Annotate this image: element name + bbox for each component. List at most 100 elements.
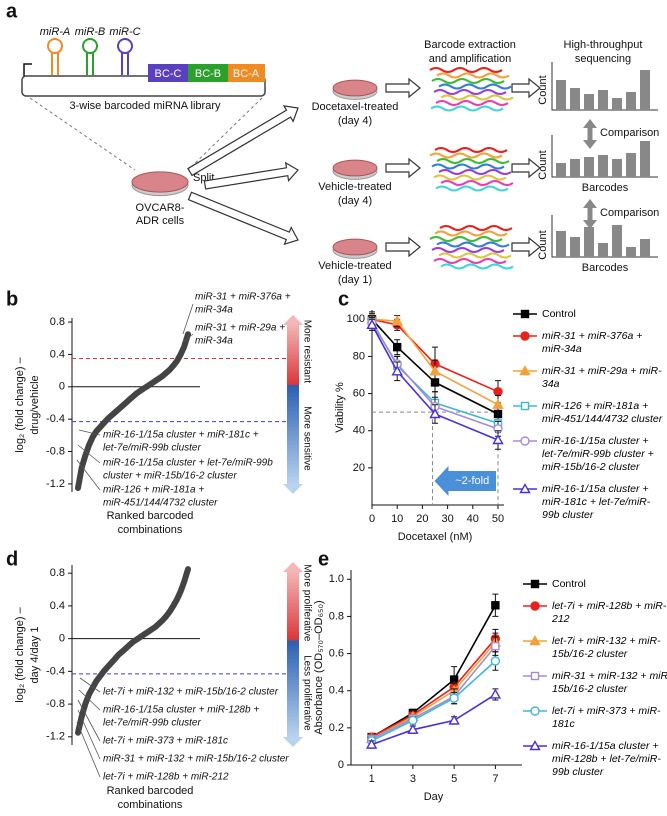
mini-bar bbox=[612, 159, 622, 177]
mini-bar bbox=[598, 90, 608, 110]
legend-swatch bbox=[523, 671, 547, 681]
annotation: cluster + miR-15b/16-2 cluster bbox=[103, 471, 237, 482]
legend-swatch bbox=[523, 579, 547, 589]
legend-swatch bbox=[513, 309, 537, 319]
barcode-read bbox=[436, 241, 510, 248]
barcode-read bbox=[435, 100, 509, 106]
y-tick-label: 80 bbox=[353, 350, 365, 362]
series-line bbox=[371, 660, 496, 742]
barcodes-label: Barcodes bbox=[582, 262, 629, 274]
barcode-read bbox=[438, 169, 512, 175]
marker bbox=[407, 723, 419, 734]
x-axis-label: Docetaxel (nM) bbox=[398, 531, 473, 543]
mini-bar bbox=[640, 141, 650, 177]
series-line bbox=[371, 604, 497, 738]
mini-bar bbox=[626, 247, 636, 257]
legend-entry: miR-16-1/15a cluster + miR-181c + let-7e… bbox=[512, 483, 664, 522]
marker bbox=[365, 738, 378, 749]
mini-axis bbox=[551, 215, 658, 258]
series-line bbox=[371, 322, 499, 430]
marker bbox=[520, 436, 530, 446]
panel-label: c bbox=[338, 288, 349, 310]
y-tick-label: 0 bbox=[338, 759, 344, 771]
barcode-box bbox=[188, 64, 228, 82]
y-tick-label: -0.4 bbox=[46, 665, 65, 677]
annotation: let-7i + miR-373 + miR-181c bbox=[103, 736, 228, 747]
marker bbox=[393, 342, 402, 352]
x-tick-label: 10 bbox=[391, 513, 403, 525]
y-axis-label: log₂ (fold change) – bbox=[14, 356, 26, 452]
annotation: miR-34a bbox=[195, 305, 233, 316]
legend-entry: let-7i + miR-373 + miR-181c bbox=[522, 705, 667, 731]
panel-label: a bbox=[6, 0, 18, 22]
y-tick-label: 0.8 bbox=[50, 316, 65, 328]
ranked-curve bbox=[75, 566, 191, 736]
library-label: 3-wise barcoded miRNA library bbox=[70, 100, 221, 112]
barcode-read bbox=[440, 180, 514, 186]
condition-label: Vehicle-treated bbox=[318, 260, 391, 272]
series-line bbox=[371, 693, 496, 746]
scale-bar bbox=[287, 324, 299, 484]
annotation: miR-31 + miR-376a + bbox=[195, 292, 291, 303]
x-tick-label: 3 bbox=[410, 773, 416, 785]
scale-bar-label: More proliferative bbox=[301, 564, 312, 642]
legend-swatch bbox=[513, 331, 537, 341]
y-tick-label: -0.8 bbox=[46, 698, 65, 710]
y-tick-label: -1.2 bbox=[46, 731, 65, 743]
legend-label: miR-31 + miR-376a + miR-34a bbox=[542, 330, 643, 355]
barcode-label: BC-C bbox=[155, 68, 182, 80]
marker bbox=[366, 318, 378, 330]
y-axis-label: Absorbance (OD₅₇₀–OD₆₅₀) bbox=[313, 600, 325, 734]
mini-bar bbox=[570, 159, 580, 177]
y-tick-label: 0.6 bbox=[329, 647, 344, 659]
barcode-read bbox=[431, 163, 505, 170]
legend-entry: miR-31 + miR-132 + miR-15b/16-2 cluster bbox=[522, 670, 667, 696]
barcode-read bbox=[429, 67, 503, 73]
series-line bbox=[371, 641, 497, 740]
ranked-curve bbox=[75, 331, 191, 491]
leader-line bbox=[182, 303, 194, 335]
mini-bar bbox=[640, 239, 650, 257]
x-axis-label: combinations bbox=[118, 524, 183, 536]
barcode-box bbox=[148, 64, 188, 82]
legend-label: Control bbox=[552, 578, 586, 590]
barcode-read bbox=[435, 185, 509, 192]
plasmid bbox=[21, 75, 266, 97]
scale-bar bbox=[287, 571, 299, 737]
legend-label: miR-16-1/15a cluster + miR-181c + let-7e… bbox=[542, 483, 651, 521]
flow-arrow bbox=[511, 157, 541, 179]
marker bbox=[530, 601, 540, 611]
mini-bar bbox=[584, 94, 594, 110]
mini-bar bbox=[556, 231, 566, 257]
x-axis-label: Ranked barcoded bbox=[107, 510, 194, 522]
flow-arrow bbox=[511, 77, 541, 99]
mirna-label: miR-B bbox=[75, 26, 106, 38]
annotation: miR-16-1/15a cluster + let-7e/miR-99b bbox=[103, 458, 273, 469]
series-line bbox=[371, 318, 499, 406]
y-tick-label: 0.4 bbox=[50, 348, 65, 360]
y-tick-label: -0.4 bbox=[46, 413, 65, 425]
marker bbox=[530, 671, 540, 681]
legend-label: miR-31 + miR-29a + miR-34a bbox=[542, 365, 662, 390]
marker bbox=[529, 740, 541, 751]
mini-bar bbox=[598, 155, 608, 177]
mirna-label: miR-C bbox=[109, 26, 140, 38]
flow-arrow bbox=[385, 157, 421, 179]
mini-axis bbox=[551, 62, 658, 111]
flow-arrow bbox=[511, 236, 541, 258]
y-tick-label: 20 bbox=[353, 462, 365, 474]
y-axis-label: drug/vehicle bbox=[29, 375, 41, 434]
y-tick-label: 60 bbox=[353, 387, 365, 399]
count-label: Count bbox=[537, 150, 549, 179]
step-label: Barcode extraction bbox=[424, 39, 516, 51]
y-axis-label: day 4/day 1 bbox=[29, 627, 41, 684]
cells-label: ADR cells bbox=[136, 215, 185, 227]
barcode-read bbox=[438, 252, 512, 259]
y-tick-label: 0 bbox=[59, 633, 65, 645]
barcode-read bbox=[439, 225, 513, 231]
scale-bar-tip bbox=[283, 562, 303, 572]
barcode-read bbox=[436, 72, 510, 79]
legend-swatch bbox=[513, 401, 537, 411]
marker bbox=[391, 365, 403, 376]
